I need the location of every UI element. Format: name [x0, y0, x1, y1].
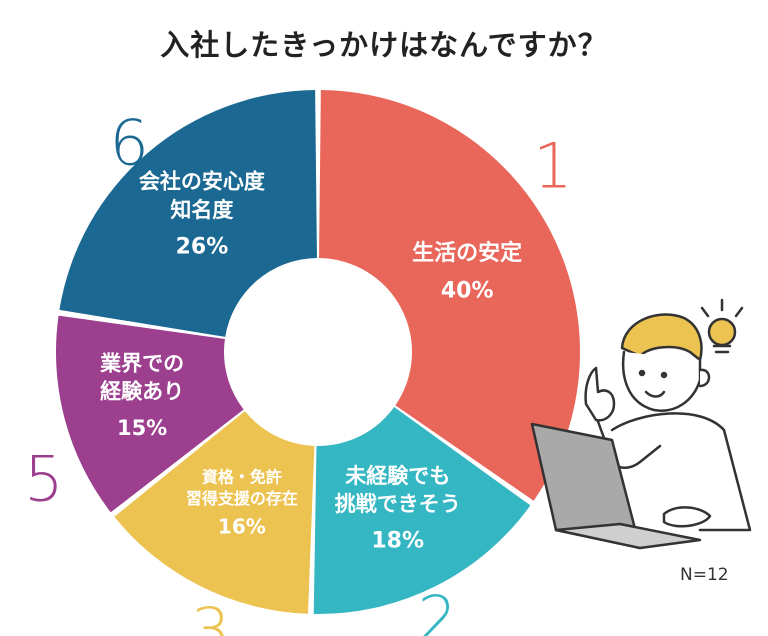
donut-slice-3 [114, 411, 315, 614]
slice-category-label: 資格・免許 [202, 467, 282, 486]
chart-title: 入社したきっかけはなんですか？ [160, 28, 608, 62]
slice-category-label: 業界での [100, 351, 184, 375]
slice-percent-label: 16% [218, 515, 266, 539]
slice-percent-label: 15% [117, 416, 167, 440]
person-laptop-illustration [530, 298, 752, 550]
rank-number: 1 [533, 130, 572, 203]
slice-category-label: 挑戦できそう [335, 492, 461, 516]
slice-category-label: 会社の安心度 [139, 170, 265, 194]
slice-category-label: 知名度 [170, 198, 233, 222]
slice-category-label: 未経験でも [345, 464, 450, 488]
donut-slice-5 [59, 90, 317, 337]
donut-slice-2 [313, 407, 531, 614]
rank-number: 5 [24, 443, 63, 516]
rank-number: 6 [110, 106, 149, 179]
donut-slice-4 [56, 315, 244, 513]
rank-number: 3 [191, 594, 230, 636]
rank-number: 2 [418, 582, 457, 636]
slice-category-label: 生活の安定 [412, 240, 522, 266]
slice-category-label: 習得支援の存在 [186, 489, 298, 508]
sample-size-note: N=12 [680, 565, 729, 585]
donut-slice-1 [319, 90, 580, 501]
slice-percent-label: 18% [371, 528, 424, 553]
slice-percent-label: 26% [176, 234, 229, 259]
slice-category-label: 経験あり [100, 380, 184, 404]
slice-percent-label: 40% [441, 279, 494, 304]
